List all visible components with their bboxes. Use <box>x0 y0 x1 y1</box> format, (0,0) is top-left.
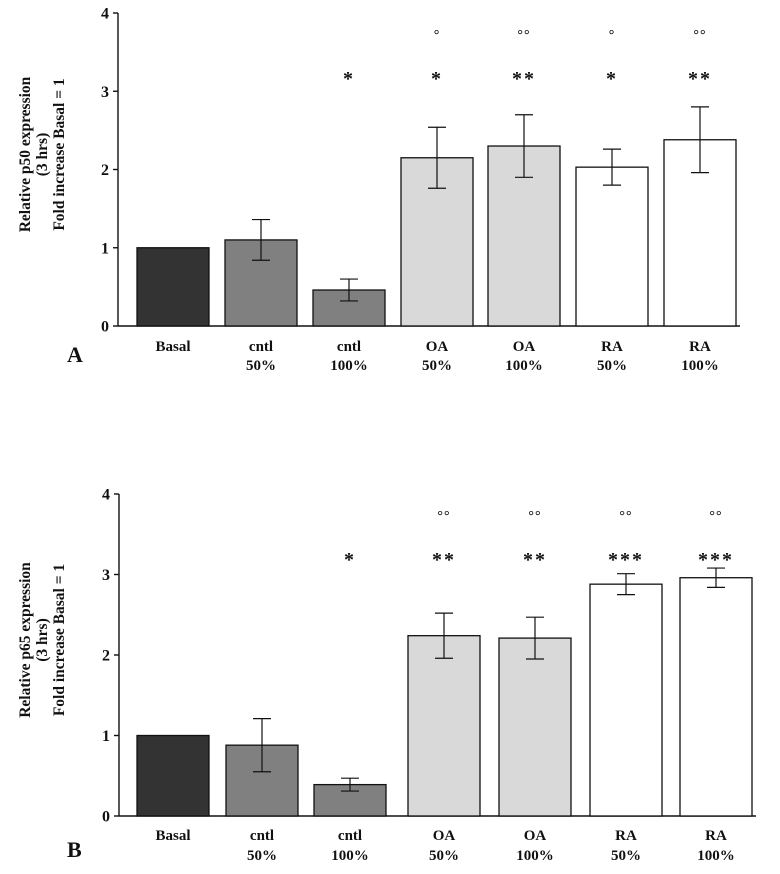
y-axis-label-line: Fold increase Basal = 1 <box>51 78 68 230</box>
x-tick-label-sub: 50% <box>611 848 641 864</box>
significance-circles: °° <box>709 509 722 524</box>
x-tick-label: RA <box>615 828 637 844</box>
x-tick-label-sub: 100% <box>330 358 368 374</box>
significance-circles: ° <box>434 28 441 43</box>
y-tick-label: 3 <box>102 567 110 584</box>
x-tick-label-sub: 100% <box>697 848 735 864</box>
significance-stars: *** <box>608 549 644 571</box>
y-tick-label: 0 <box>101 319 109 336</box>
panel-label: B <box>67 837 82 862</box>
x-tick-label-sub: 50% <box>597 358 627 374</box>
y-axis-label: Relative p65 expression (3 hrs) Fold incre… <box>17 562 68 718</box>
bar <box>575 166 649 327</box>
significance-stars: ** <box>523 549 547 571</box>
chart-panel-a: 0 1 2 3 4 Relative p50 expression (3 hrs) Fold … <box>17 6 740 374</box>
y-tick-label: 3 <box>101 84 109 101</box>
y-tick-label: 1 <box>102 728 110 745</box>
x-tick-label: RA <box>689 339 711 355</box>
x-tick-label-sub: 50% <box>246 358 276 374</box>
x-tick-label: Basal <box>155 828 190 844</box>
bar <box>679 577 753 817</box>
x-tick-label: OA <box>524 828 547 844</box>
y-axis-label-line: Relative p65 expression <box>17 562 34 718</box>
significance-stars: ** <box>432 549 456 571</box>
bar <box>407 635 481 817</box>
panel-label: A <box>67 342 83 367</box>
x-tick-label: cntl <box>337 339 361 355</box>
y-axis-label-line: (3 hrs) <box>34 133 51 176</box>
x-tick-label: OA <box>513 339 536 355</box>
y-tick-label: 4 <box>102 487 110 504</box>
significance-stars: * <box>343 68 355 90</box>
x-tick-label-sub: 100% <box>331 848 369 864</box>
bar <box>498 637 572 817</box>
x-tick-label-sub: 50% <box>247 848 277 864</box>
significance-stars: ** <box>512 68 536 90</box>
significance-circles: °° <box>528 509 541 524</box>
y-tick-label: 1 <box>101 240 109 257</box>
bar <box>136 247 210 327</box>
x-tick-label: Basal <box>155 339 190 355</box>
significance-circles: °° <box>517 28 530 43</box>
y-axis-label-line: Fold increase Basal = 1 <box>51 564 68 716</box>
bar <box>136 734 210 817</box>
significance-stars: ** <box>688 68 712 90</box>
significance-stars: * <box>606 68 618 90</box>
significance-stars: * <box>431 68 443 90</box>
y-tick-label: 4 <box>101 6 109 23</box>
x-tick-label-sub: 50% <box>429 848 459 864</box>
x-tick-label: OA <box>433 828 456 844</box>
significance-circles: °° <box>693 28 706 43</box>
significance-stars: *** <box>698 549 734 571</box>
x-tick-label: cntl <box>250 828 274 844</box>
significance-circles: °° <box>619 509 632 524</box>
significance-circles: ° <box>609 28 616 43</box>
x-tick-label: OA <box>426 339 449 355</box>
x-tick-label: RA <box>601 339 623 355</box>
y-axis-label-line: (3 hrs) <box>34 618 51 661</box>
y-tick-label: 0 <box>102 809 110 826</box>
x-tick-label-sub: 100% <box>681 358 719 374</box>
y-tick-label: 2 <box>102 648 110 665</box>
chart-panel-b: 0 1 2 3 4 Relative p65 expression (3 hrs) Fold … <box>17 487 756 864</box>
x-tick-label-sub: 100% <box>505 358 543 374</box>
bar <box>589 583 663 817</box>
x-tick-label: RA <box>705 828 727 844</box>
y-axis-label: Relative p50 expression (3 hrs) Fold incre… <box>17 76 68 232</box>
y-axis-label-line: Relative p50 expression <box>17 76 34 232</box>
x-tick-label-sub: 50% <box>422 358 452 374</box>
x-tick-label-sub: 100% <box>516 848 554 864</box>
x-tick-label: cntl <box>249 339 273 355</box>
significance-circles: °° <box>437 509 450 524</box>
y-tick-label: 2 <box>101 162 109 179</box>
x-tick-label: cntl <box>338 828 362 844</box>
significance-stars: * <box>344 549 356 571</box>
